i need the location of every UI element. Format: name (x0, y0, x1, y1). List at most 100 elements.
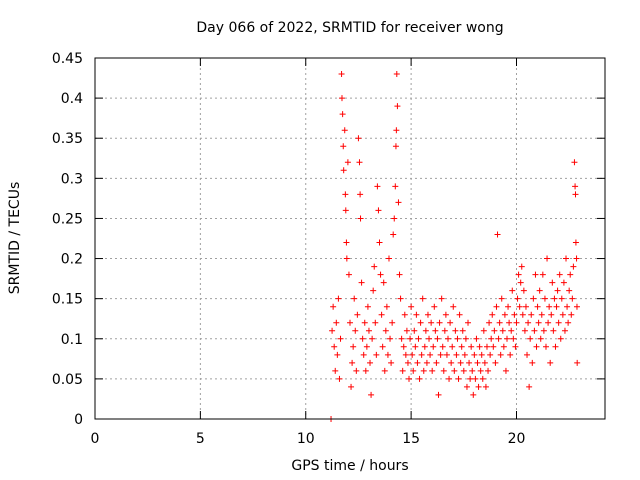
data-point (497, 351, 504, 358)
x-tick-label: 0 (91, 431, 100, 447)
data-point (384, 351, 391, 358)
data-point (527, 335, 534, 342)
data-point (502, 367, 509, 374)
data-point (522, 303, 529, 310)
data-point (393, 71, 400, 78)
data-point (509, 287, 516, 294)
data-point (382, 327, 389, 334)
data-point (494, 231, 501, 238)
data-point (487, 351, 494, 358)
data-point (558, 295, 565, 302)
data-point (567, 271, 574, 278)
data-point (437, 351, 444, 358)
data-point (561, 327, 568, 334)
data-point (432, 327, 439, 334)
data-point (431, 303, 438, 310)
y-tick-label: 0.05 (52, 372, 83, 388)
data-point (470, 391, 477, 398)
data-point (426, 335, 433, 342)
plot-frame (94, 57, 606, 420)
data-point (436, 319, 443, 326)
data-point (563, 255, 570, 262)
data-point (381, 367, 388, 374)
data-point (554, 287, 561, 294)
data-point (330, 303, 337, 310)
data-point (545, 319, 552, 326)
data-point (422, 327, 429, 334)
data-point (540, 327, 547, 334)
data-point (419, 295, 426, 302)
data-point (525, 319, 532, 326)
data-point (351, 295, 358, 302)
data-point (342, 191, 349, 198)
data-point (547, 359, 554, 366)
data-point (533, 343, 540, 350)
y-tick-label: 0.35 (52, 131, 83, 147)
data-point (531, 327, 538, 334)
x-tick-label: 5 (196, 431, 205, 447)
data-point (404, 359, 411, 366)
data-point (394, 103, 401, 110)
data-point (407, 335, 414, 342)
data-point (399, 367, 406, 374)
data-point (535, 319, 542, 326)
data-point (532, 271, 539, 278)
data-point (574, 359, 581, 366)
data-point (339, 111, 346, 118)
data-point (448, 359, 455, 366)
data-point (403, 327, 410, 334)
data-point (440, 367, 447, 374)
data-point (475, 383, 482, 390)
data-point (379, 343, 386, 350)
data-point (548, 311, 555, 318)
data-point (541, 295, 548, 302)
y-tick-labels: 0 0.05 0.1 0.15 0.2 0.25 0.3 0.35 0.4 0.45 (52, 51, 83, 428)
data-point (364, 303, 371, 310)
data-point (571, 159, 578, 166)
data-point (365, 327, 372, 334)
data-point (507, 351, 514, 358)
data-point (411, 327, 418, 334)
data-point (449, 343, 456, 350)
data-point (458, 343, 465, 350)
data-point (444, 335, 451, 342)
data-point (398, 335, 405, 342)
data-point (414, 359, 421, 366)
data-point (566, 287, 573, 294)
data-point (521, 327, 528, 334)
data-point (452, 327, 459, 334)
data-point (519, 311, 526, 318)
x-tick-label: 20 (508, 431, 526, 447)
data-point (451, 367, 458, 374)
data-point (510, 335, 517, 342)
data-point (417, 319, 424, 326)
grid-layer (95, 58, 605, 419)
data-point (348, 383, 355, 390)
data-point (333, 319, 340, 326)
x-axis-label: GPS time / hours (291, 458, 408, 474)
data-point (514, 295, 521, 302)
data-point (492, 359, 499, 366)
data-point (363, 343, 370, 350)
data-point (455, 375, 462, 382)
data-point (388, 359, 395, 366)
data-point (568, 311, 575, 318)
data-point (438, 295, 445, 302)
data-point (499, 327, 506, 334)
data-point (427, 351, 434, 358)
data-point (467, 375, 474, 382)
data-point (511, 311, 518, 318)
data-point (560, 279, 567, 286)
data-point (549, 279, 556, 286)
data-point (433, 359, 440, 366)
data-point (400, 343, 407, 350)
data-point (349, 359, 356, 366)
data-point (416, 375, 423, 382)
data-point (480, 327, 487, 334)
data-point (461, 351, 468, 358)
data-point (550, 327, 557, 334)
data-point (345, 271, 352, 278)
data-point (500, 343, 507, 350)
data-point (524, 351, 531, 358)
